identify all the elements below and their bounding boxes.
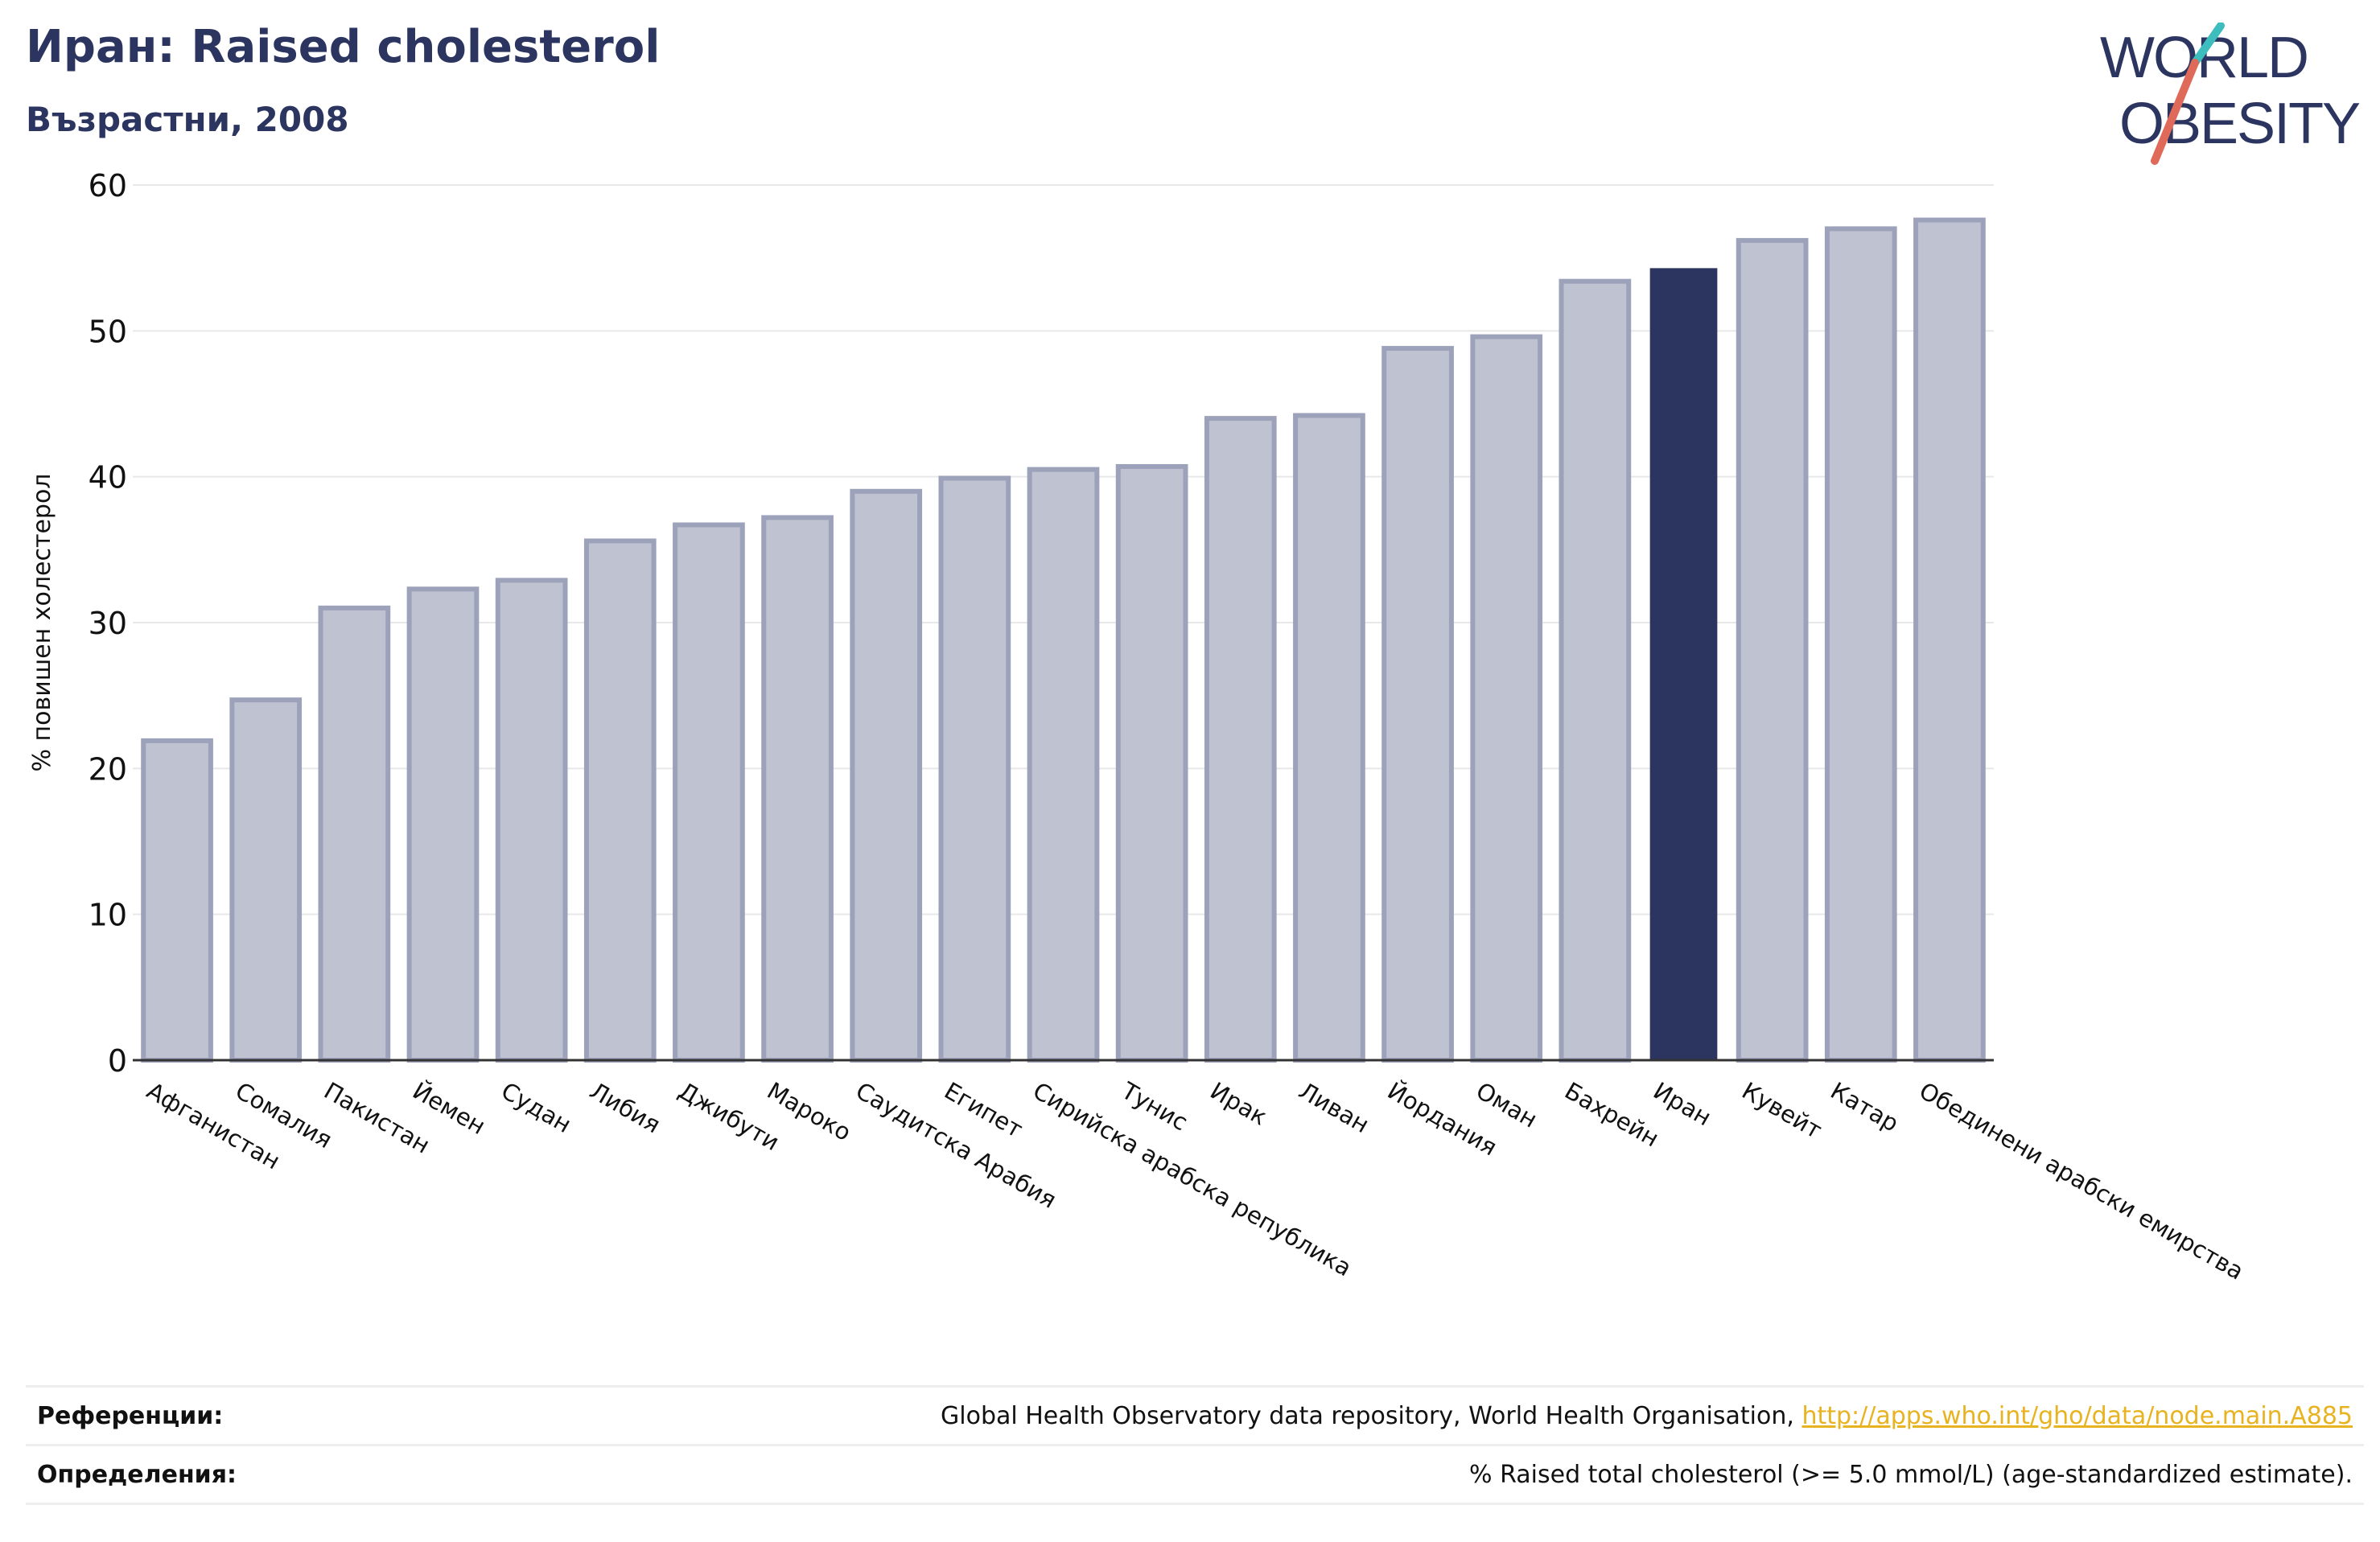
- bar: [1824, 226, 1897, 1063]
- y-axis-label: % повишен холестерол: [28, 474, 56, 772]
- definitions-value: % Raised total cholesterol (>= 5.0 mmol/…: [1469, 1460, 2353, 1489]
- references-row: Референции: Global Health Observatory da…: [26, 1385, 2364, 1444]
- bar: [406, 586, 480, 1063]
- bar: [1381, 346, 1454, 1063]
- chart-subtitle: Възрастни, 2008: [26, 100, 349, 139]
- x-tick-label: Либия: [585, 1077, 665, 1139]
- x-tick-label: Катар: [1826, 1077, 1903, 1137]
- y-tick-label: 50: [89, 314, 127, 349]
- y-tick-label: 30: [89, 606, 127, 641]
- definitions-label: Определения:: [37, 1460, 237, 1489]
- x-tick-label: Оман: [1472, 1077, 1542, 1133]
- x-tick-label: Обединени арабски емирства: [1915, 1077, 2249, 1285]
- references-value: Global Health Observatory data repositor…: [941, 1402, 2364, 1430]
- bar: [141, 738, 213, 1063]
- bar: [1115, 463, 1188, 1063]
- bar: [583, 538, 657, 1063]
- bar: [1913, 217, 1986, 1063]
- bar: [1204, 416, 1277, 1063]
- bar: [1649, 268, 1718, 1060]
- chart-title: Иран: Raised cholesterol: [26, 21, 661, 73]
- x-tick-label: Иран: [1649, 1077, 1716, 1132]
- bar: [1736, 237, 1809, 1063]
- bar: [938, 475, 1011, 1063]
- x-tick-label: Бахрейн: [1560, 1077, 1664, 1153]
- logo-slash-teal: [2191, 23, 2225, 67]
- bar: [1470, 334, 1543, 1063]
- references-link[interactable]: http://apps.who.int/gho/data/node.main.A…: [1801, 1401, 2353, 1430]
- y-tick-label: 0: [108, 1043, 127, 1079]
- x-tick-label: Джибути: [674, 1077, 784, 1157]
- bar: [318, 605, 391, 1063]
- bar: [761, 515, 834, 1063]
- bar: [1293, 413, 1365, 1063]
- x-tick-label: Ирак: [1205, 1077, 1271, 1131]
- bar: [229, 697, 303, 1063]
- bar: [850, 488, 923, 1063]
- references-text: Global Health Observatory data repositor…: [941, 1401, 1802, 1430]
- x-tick-label: Ливан: [1295, 1077, 1374, 1139]
- bar: [495, 578, 568, 1063]
- bar: [673, 522, 745, 1063]
- references-table: Референции: Global Health Observatory da…: [26, 1385, 2364, 1505]
- y-tick-label: 60: [89, 168, 127, 204]
- bar: [1559, 278, 1632, 1063]
- x-tick-label: Судан: [496, 1077, 576, 1139]
- bar: [1027, 467, 1100, 1063]
- logo-slash-coral: [2151, 59, 2199, 165]
- definitions-row: Определения: % Raised total cholesterol …: [26, 1444, 2364, 1505]
- x-tick-label: Кувейт: [1737, 1077, 1826, 1145]
- y-tick-label: 10: [89, 898, 127, 933]
- y-tick-label: 20: [89, 751, 127, 787]
- logo-word-world: WORLD: [2100, 26, 2308, 90]
- y-tick-label: 40: [89, 460, 127, 495]
- references-label: Референции:: [37, 1401, 224, 1430]
- world-obesity-logo[interactable]: WORLD OBESITY: [2100, 23, 2366, 167]
